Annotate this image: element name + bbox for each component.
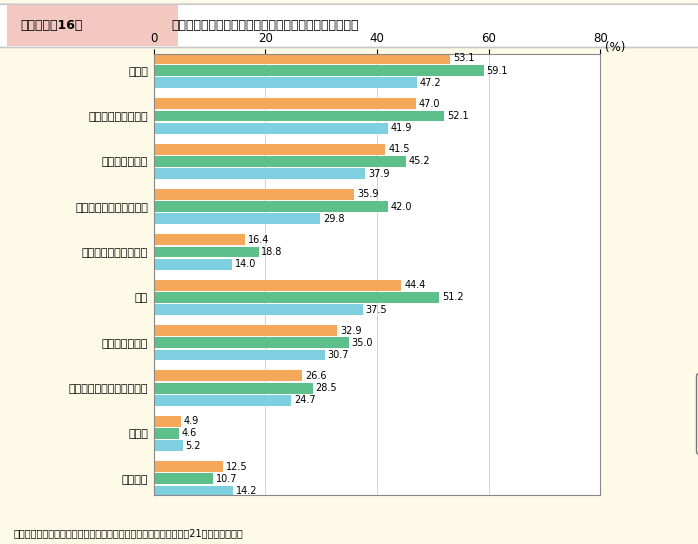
FancyBboxPatch shape [0, 4, 178, 47]
Text: 女性の参画が必要と思われる分野（性別）（複数回答）: 女性の参画が必要と思われる分野（性別）（複数回答） [171, 20, 359, 32]
Text: 52.1: 52.1 [447, 111, 469, 121]
FancyBboxPatch shape [0, 4, 698, 47]
Text: 第１－特－16図: 第１－特－16図 [21, 20, 83, 32]
Bar [154, 416, 181, 426]
Text: 14.0: 14.0 [235, 259, 256, 269]
Text: 14.2: 14.2 [236, 486, 257, 496]
Bar [154, 189, 354, 200]
Bar [154, 144, 385, 154]
Text: 4.9: 4.9 [184, 416, 199, 426]
Text: 18.8: 18.8 [261, 247, 283, 257]
Bar [154, 350, 325, 361]
Text: (%): (%) [604, 41, 625, 54]
Bar [154, 53, 450, 64]
Text: 45.2: 45.2 [409, 156, 431, 166]
Bar [154, 123, 387, 134]
Bar [154, 213, 320, 224]
Text: 47.0: 47.0 [419, 99, 440, 109]
Text: 37.9: 37.9 [368, 169, 389, 178]
Text: 59.1: 59.1 [487, 66, 508, 76]
Legend: 総数, 女性, 男性: 総数, 女性, 男性 [697, 373, 698, 454]
Bar [154, 234, 245, 245]
Text: 32.9: 32.9 [340, 325, 362, 336]
Text: 12.5: 12.5 [226, 461, 248, 472]
Text: 26.6: 26.6 [305, 371, 327, 381]
Bar [154, 280, 401, 290]
Text: 37.5: 37.5 [366, 305, 387, 314]
Bar [154, 246, 258, 257]
Text: 30.7: 30.7 [328, 350, 349, 360]
Text: 35.0: 35.0 [352, 338, 373, 348]
Bar [154, 395, 292, 406]
Text: 42.0: 42.0 [391, 202, 413, 212]
Bar [154, 440, 183, 451]
Bar [154, 65, 484, 76]
Text: 16.4: 16.4 [248, 235, 269, 245]
Text: 47.2: 47.2 [420, 78, 442, 88]
Bar [154, 428, 179, 439]
Bar [154, 337, 349, 348]
Bar [154, 292, 440, 303]
Bar [154, 77, 417, 88]
Text: 29.8: 29.8 [322, 214, 344, 224]
Text: （備考）内閣府「男女のライフスタイルに関する意識調査」（平成21年）より作成。: （備考）内閣府「男女のライフスタイルに関する意識調査」（平成21年）より作成。 [14, 529, 244, 539]
Text: 28.5: 28.5 [315, 383, 337, 393]
Text: 5.2: 5.2 [186, 441, 201, 450]
Text: 51.2: 51.2 [443, 292, 464, 302]
Bar [154, 382, 313, 393]
Text: 10.7: 10.7 [216, 474, 237, 484]
Bar [154, 461, 223, 472]
Bar [154, 486, 233, 497]
Bar [154, 370, 302, 381]
Bar [154, 156, 406, 167]
Text: 4.6: 4.6 [182, 429, 198, 438]
Bar [154, 473, 214, 484]
Text: 44.4: 44.4 [404, 280, 426, 290]
Bar [154, 110, 445, 121]
Bar [154, 201, 388, 212]
Bar [154, 98, 416, 109]
Bar [154, 304, 363, 315]
Bar [154, 168, 365, 179]
Bar [154, 259, 232, 270]
Text: 24.7: 24.7 [295, 395, 316, 405]
Text: 35.9: 35.9 [357, 189, 378, 200]
Bar [154, 325, 337, 336]
Text: 41.5: 41.5 [388, 144, 410, 154]
Text: 53.1: 53.1 [453, 53, 475, 64]
Text: 41.9: 41.9 [390, 123, 412, 133]
